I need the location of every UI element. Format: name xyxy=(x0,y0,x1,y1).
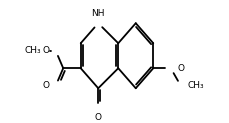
Text: CH₃: CH₃ xyxy=(24,46,41,55)
Text: O: O xyxy=(42,81,49,90)
Text: O: O xyxy=(177,64,184,73)
Text: CH₃: CH₃ xyxy=(187,81,204,90)
Text: O: O xyxy=(95,113,102,122)
Text: NH: NH xyxy=(92,9,105,18)
Text: O: O xyxy=(42,46,49,55)
